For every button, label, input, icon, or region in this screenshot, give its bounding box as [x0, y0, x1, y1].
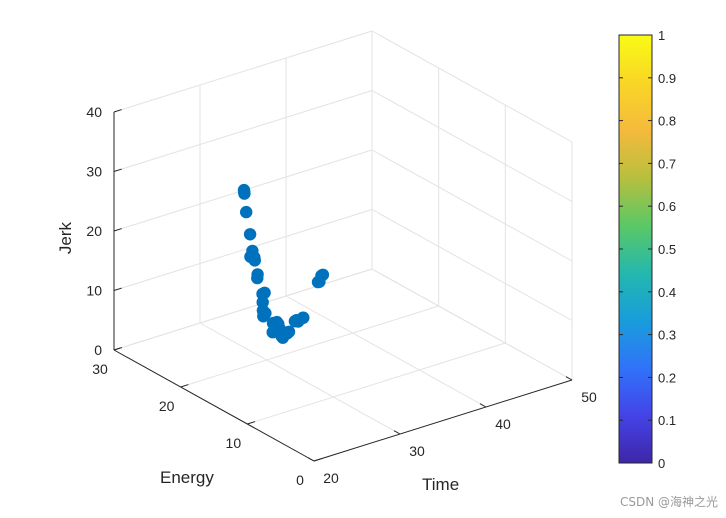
- y-tick-label: 30: [92, 361, 108, 377]
- grid-line: [371, 268, 573, 381]
- y-tick-mark: [247, 421, 256, 425]
- y-tick-mark: [313, 458, 322, 462]
- y-axis-line: [113, 349, 315, 462]
- colorbar-tick-label: 1: [658, 28, 665, 43]
- x-tick-mark: [565, 376, 573, 381]
- axes-lines: [113, 109, 573, 462]
- z-tick-label: 0: [94, 342, 102, 358]
- colorbar-tick-label: 0.1: [658, 413, 676, 428]
- z-tick-label: 40: [86, 104, 102, 120]
- z-tick-mark: [113, 287, 122, 291]
- colorbar: 0 0.1 0.2 0.3 0.4 0.5 0.6 0.7 0.8 0.9 1: [618, 28, 676, 471]
- data-point: [251, 271, 264, 285]
- y-tick-label: 10: [226, 435, 242, 451]
- grid-line: [113, 209, 373, 291]
- data-point: [243, 228, 257, 241]
- data-point: [240, 205, 253, 219]
- data-point: [282, 325, 296, 338]
- grid-line: [371, 149, 573, 262]
- z-tick-mark: [113, 347, 122, 351]
- grid-line: [113, 30, 373, 113]
- y-tick-label: 0: [296, 472, 304, 488]
- colorbar-tick-label: 0.6: [658, 199, 676, 214]
- grid-line: [113, 268, 373, 351]
- colorbar-tick-label: 0.4: [658, 285, 676, 300]
- data-points: [237, 183, 330, 344]
- colorbar-tick-label: 0.8: [658, 114, 676, 129]
- axes-grid: [113, 30, 573, 462]
- x-axis-line: [313, 379, 573, 462]
- z-axis-label: Jerk: [56, 221, 75, 254]
- y-tick-mark: [180, 384, 189, 388]
- tick-labels: 20 30 40 50 0 10 20 30 0 10 20 30 40: [86, 104, 597, 488]
- data-point: [259, 307, 272, 320]
- z-tick-label: 30: [86, 164, 102, 180]
- colorbar-tick-label: 0.3: [658, 328, 676, 343]
- grid-line: [371, 30, 573, 143]
- grid-line: [371, 90, 573, 202]
- x-tick-mark: [307, 457, 315, 462]
- x-tick-label: 20: [323, 470, 339, 486]
- data-point: [297, 311, 310, 324]
- x-tick-label: 40: [495, 416, 511, 432]
- z-tick-label: 10: [86, 283, 102, 299]
- z-tick-mark: [113, 109, 122, 113]
- grid-line: [285, 295, 487, 408]
- colorbar-tick-label: 0.5: [658, 242, 676, 257]
- axis-labels: Time Energy Jerk: [56, 221, 459, 494]
- x-tick-mark: [393, 430, 401, 435]
- colorbar-tick-label: 0: [658, 456, 665, 471]
- grid-line: [247, 342, 506, 425]
- grid-line: [371, 209, 573, 321]
- y-tick-label: 20: [159, 398, 175, 414]
- colorbar-tick-label: 0.7: [658, 156, 676, 171]
- grid-line: [199, 322, 401, 435]
- z-tick-mark: [113, 228, 122, 232]
- grid-line: [180, 305, 439, 388]
- data-point: [248, 254, 261, 267]
- watermark: CSDN @海神之光: [619, 495, 718, 509]
- colorbar-gradient: [618, 34, 653, 464]
- colorbar-tick-label: 0.9: [658, 71, 676, 86]
- grid-line: [113, 90, 373, 172]
- x-tick-mark: [479, 403, 487, 408]
- z-tick-label: 20: [86, 223, 102, 239]
- y-axis-label: Energy: [160, 468, 214, 487]
- x-tick-label: 50: [581, 389, 597, 405]
- data-point: [238, 187, 251, 200]
- data-point: [258, 286, 271, 299]
- data-point: [316, 268, 330, 281]
- z-tick-mark: [113, 168, 122, 172]
- x-tick-label: 30: [409, 443, 425, 459]
- colorbar-tick-label: 0.2: [658, 370, 676, 385]
- x-axis-label: Time: [422, 475, 459, 494]
